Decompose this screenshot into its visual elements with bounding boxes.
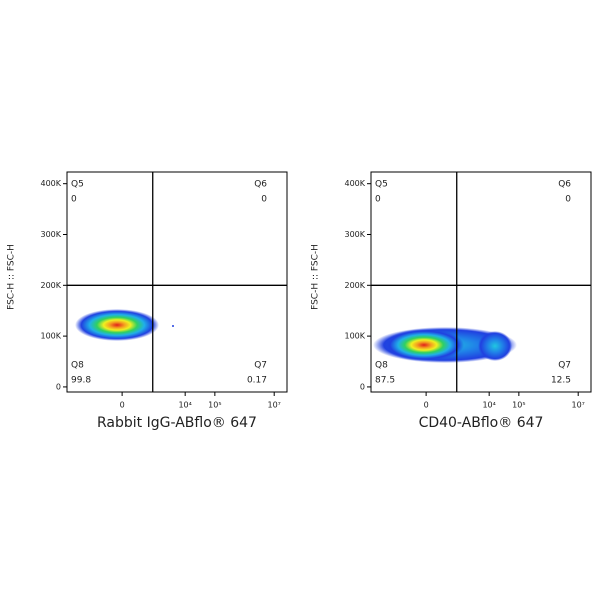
y-tick-label: 0 (360, 382, 365, 391)
population-blobs (75, 309, 517, 363)
quadrant-percent: 0 (565, 195, 571, 205)
quadrant-name: Q6 (558, 180, 571, 190)
x-axis-label: CD40-ABflo® 647 (419, 415, 544, 431)
y-tick-label: 300K (344, 230, 365, 239)
quadrant-percent: 99.8 (71, 376, 91, 386)
x-tick-label: 0 (120, 401, 125, 410)
quadrant-percent: 0.17 (247, 376, 267, 386)
x-axis-label: Rabbit IgG-ABflo® 647 (97, 415, 257, 431)
quadrant-percent: 87.5 (375, 376, 395, 386)
y-axis-label: FSC-H :: FSC-H (7, 244, 17, 310)
x-tick-label: 10⁵ (512, 401, 525, 410)
quadrant-name: Q8 (375, 361, 388, 371)
quadrant-name: Q6 (254, 180, 267, 190)
plot-frame (370, 171, 592, 393)
quadrant-name: Q7 (254, 361, 267, 371)
quadrant-percent: 0 (375, 195, 381, 205)
x-tick-label: 10⁵ (208, 401, 221, 410)
x-tick-label: 10⁷ (268, 401, 281, 410)
y-tick-label: 100K (40, 332, 61, 341)
cell-population (75, 309, 159, 341)
cell-population (478, 331, 512, 361)
x-tick-label: 0 (424, 401, 429, 410)
y-axis-label: FSC-H :: FSC-H (311, 244, 321, 310)
y-tick-label: 400K (344, 179, 365, 188)
y-tick-label: 300K (40, 230, 61, 239)
x-tick-label: 10⁴ (178, 401, 191, 410)
quadrant-name: Q8 (71, 361, 84, 371)
y-tick-label: 100K (344, 332, 365, 341)
quadrant-name: Q5 (375, 180, 388, 190)
quadrant-percent: 0 (71, 195, 77, 205)
quadrant-percent: 12.5 (551, 376, 571, 386)
y-tick-label: 200K (40, 281, 61, 290)
plot-frame (66, 171, 288, 393)
y-tick-label: 200K (344, 281, 365, 290)
cell-population (384, 329, 464, 361)
cell-dot (172, 325, 174, 327)
quadrant-name: Q7 (558, 361, 571, 371)
y-tick-label: 400K (40, 179, 61, 188)
x-tick-label: 10⁴ (482, 401, 495, 410)
y-tick-label: 0 (56, 382, 61, 391)
quadrant-name: Q5 (71, 180, 84, 190)
x-tick-label: 10⁷ (572, 401, 585, 410)
quadrant-percent: 0 (261, 195, 267, 205)
